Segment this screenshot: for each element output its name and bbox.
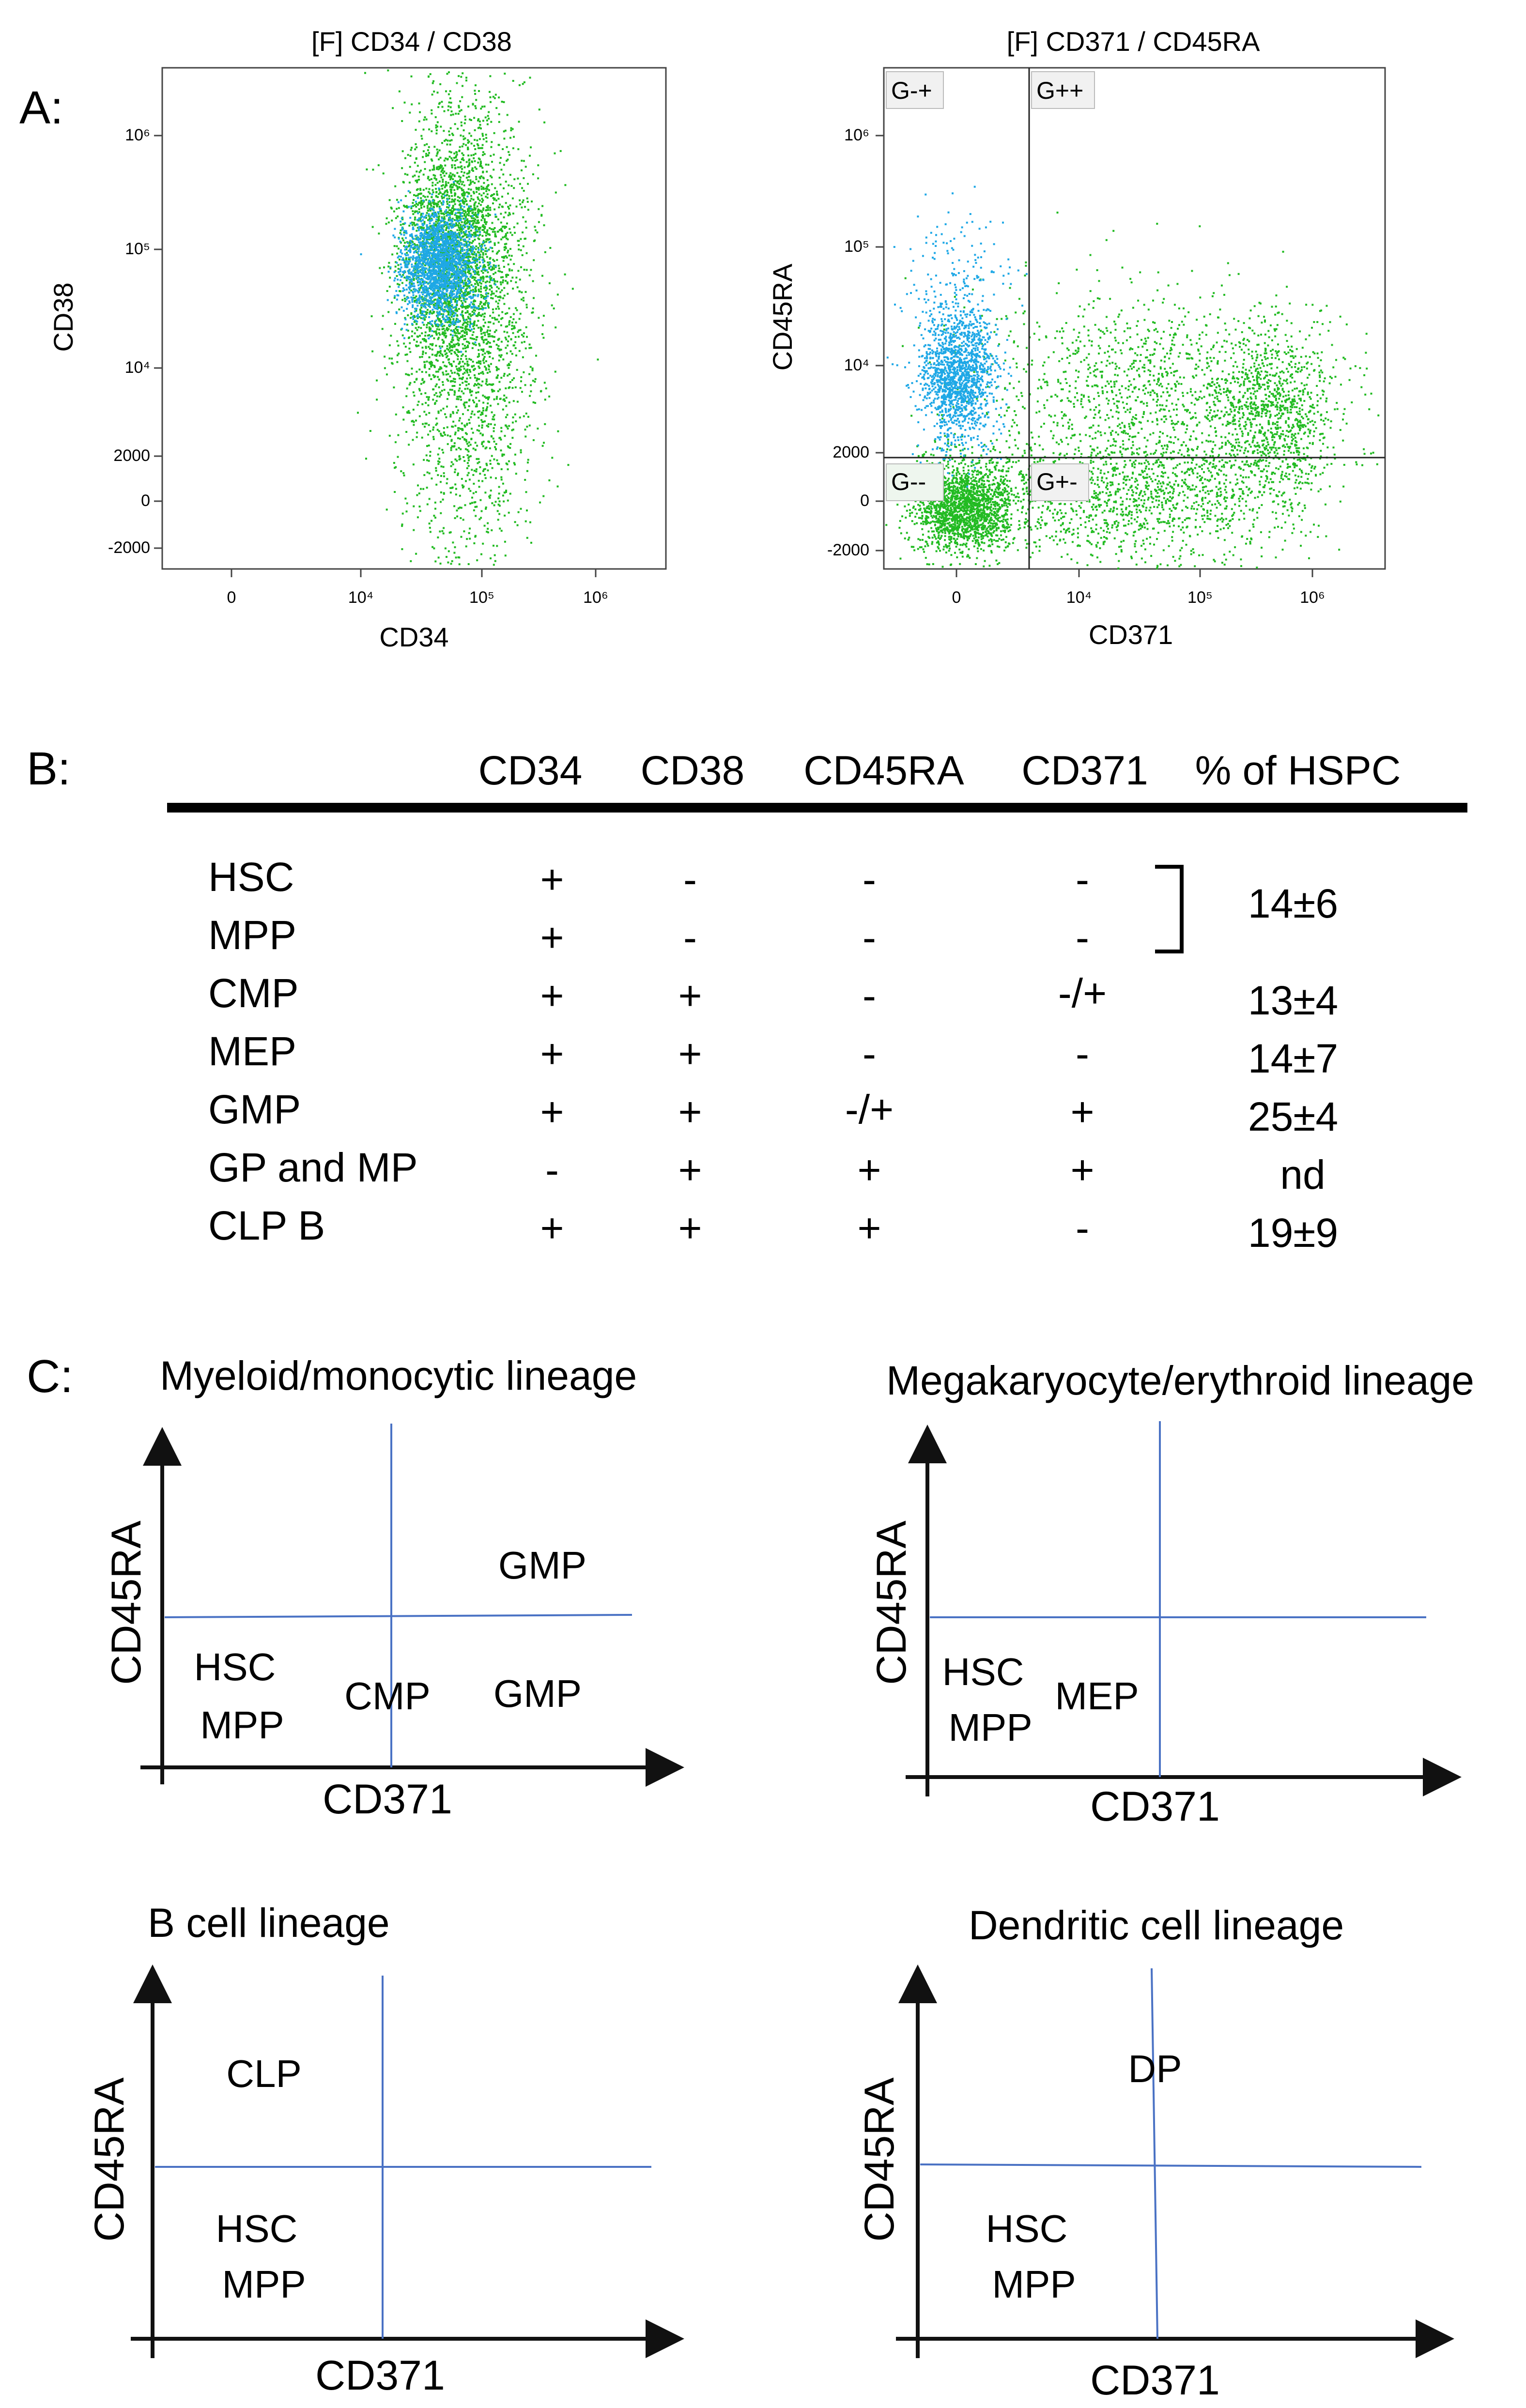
diagram-x-label: CD371 bbox=[323, 1776, 452, 1823]
plot1-ytick: 10⁶ bbox=[125, 126, 150, 144]
diagram-x-label: CD371 bbox=[1090, 2357, 1220, 2404]
bracket-value: 14±6 bbox=[1248, 881, 1338, 926]
plot1-xtick: 10⁶ bbox=[583, 588, 608, 607]
plot1-x-axis-label: CD34 bbox=[379, 622, 448, 652]
table-row: CMP + + - -/+ 13±4 bbox=[208, 970, 1338, 1023]
plot1-ytick: 2000 bbox=[113, 446, 150, 465]
diagram-title: Dendritic cell lineage bbox=[969, 1902, 1344, 1948]
table-header-cd371: CD371 bbox=[1021, 748, 1148, 793]
plot2-xtick: 10⁶ bbox=[1300, 588, 1325, 607]
plot2-ytick: 0 bbox=[860, 491, 869, 510]
panel-a-label: A: bbox=[19, 82, 63, 134]
marker-table: CD34 CD38 CD45RA CD371 % of HSPC HSC + -… bbox=[167, 748, 1467, 1256]
diagram-x-label: CD371 bbox=[315, 2352, 445, 2399]
diagram-title: Megakaryocyte/erythroid lineage bbox=[886, 1358, 1474, 1403]
plot2-ytick: 10⁵ bbox=[844, 237, 869, 256]
diagram-y-label: CD45RA bbox=[86, 2077, 133, 2242]
lineage-diagram-b-cell: B cell lineage CD371 CD45RA CLP HSC MPP bbox=[86, 1900, 684, 2399]
lineage-diagram-myeloid: Myeloid/monocytic lineage CD371 CD45RA G… bbox=[103, 1353, 684, 1823]
table-row: MEP + + - - 14±7 bbox=[208, 1028, 1338, 1081]
gate-label-g-minus-plus: G-+ bbox=[886, 71, 944, 109]
gate-label-g-plus-minus: G+- bbox=[1031, 463, 1089, 501]
table-row: MPP + - - - bbox=[208, 912, 1089, 960]
plot1-frame bbox=[161, 67, 667, 570]
plot1-xtick: 0 bbox=[227, 588, 236, 607]
hsc-mpp-bracket bbox=[1155, 865, 1184, 953]
table-row: CLP B + + + - 19±9 bbox=[208, 1203, 1338, 1256]
plot2-title: [F] CD371 / CD45RA bbox=[1007, 26, 1260, 57]
plot1-ytick: 0 bbox=[141, 491, 150, 510]
plot2-ytick: -2000 bbox=[827, 541, 869, 559]
table-header-cd38: CD38 bbox=[641, 748, 745, 793]
table-header-cd34: CD34 bbox=[478, 748, 583, 793]
diagram-y-label: CD45RA bbox=[103, 1520, 150, 1685]
diagram-y-label: CD45RA bbox=[856, 2077, 903, 2242]
table-header-pct-hspc: % of HSPC bbox=[1195, 748, 1401, 793]
table-row: HSC + - - - bbox=[208, 854, 1089, 902]
panel-b-label: B: bbox=[27, 743, 71, 795]
plot1-ytick: -2000 bbox=[108, 538, 150, 557]
lineage-diagram-megakaryocyte-erythroid: Megakaryocyte/erythroid lineage CD371 CD… bbox=[868, 1358, 1474, 1830]
plot2-xtick: 0 bbox=[952, 588, 961, 607]
plot2-x-axis-label: CD371 bbox=[1089, 619, 1173, 650]
diagram-y-label: CD45RA bbox=[868, 1520, 915, 1685]
gate-label-g-minus-minus: G-- bbox=[886, 463, 944, 501]
plot1-y-axis-label: CD38 bbox=[48, 282, 78, 352]
lineage-diagram-dendritic-cell: Dendritic cell lineage CD371 CD45RA DP H… bbox=[856, 1902, 1454, 2404]
table-header-cd45ra: CD45RA bbox=[803, 748, 964, 793]
diagram-x-label: CD371 bbox=[1090, 1783, 1220, 1830]
plot2-ytick: 10⁶ bbox=[844, 126, 869, 144]
flow-plot-cd371-cd45ra: [F] CD371 / CD45RA G-+ G++ G-- G+- 10⁶ 1… bbox=[767, 26, 1386, 650]
plot2-frame bbox=[883, 67, 1386, 570]
plot1-title: [F] CD34 / CD38 bbox=[311, 26, 512, 57]
gate-label-g-plus-plus: G++ bbox=[1031, 71, 1095, 109]
panel-c-label: C: bbox=[27, 1350, 73, 1402]
table-row: GP and MP - + + + nd bbox=[208, 1145, 1326, 1197]
plot2-xtick: 10⁴ bbox=[1066, 588, 1092, 607]
flow-plot-cd34-cd38: [F] CD34 / CD38 10⁶ 10⁵ 10⁴ 2000 0 -2000… bbox=[48, 26, 667, 652]
plot2-y-axis-label: CD45RA bbox=[767, 263, 798, 371]
plot2-ytick: 10⁴ bbox=[844, 356, 869, 374]
diagram-title: Myeloid/monocytic lineage bbox=[160, 1353, 637, 1398]
plot2-xtick: 10⁵ bbox=[1187, 588, 1213, 607]
plot2-ytick: 2000 bbox=[832, 443, 869, 461]
plot1-ytick: 10⁴ bbox=[125, 358, 150, 377]
table-row: GMP + + -/+ + 25±4 bbox=[208, 1087, 1338, 1139]
plot1-xtick: 10⁴ bbox=[348, 588, 373, 607]
plot1-ytick: 10⁵ bbox=[125, 240, 150, 258]
diagram-title: B cell lineage bbox=[148, 1900, 390, 1946]
plot2-event-dots bbox=[885, 185, 1380, 569]
plot1-xtick: 10⁵ bbox=[469, 588, 494, 607]
plot1-event-dots bbox=[357, 69, 599, 566]
